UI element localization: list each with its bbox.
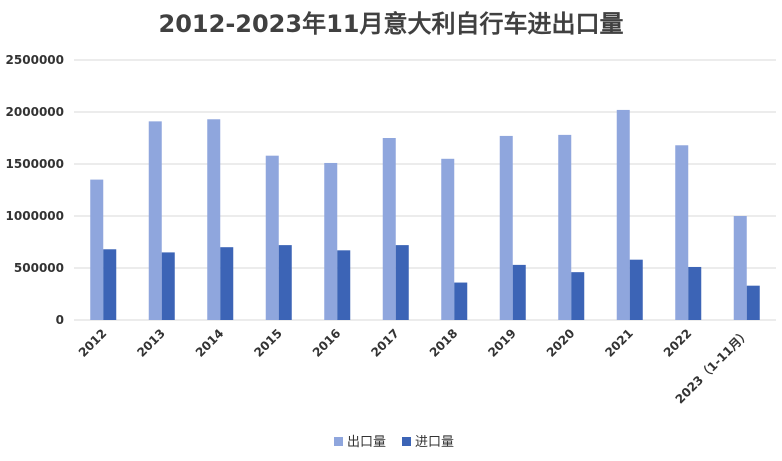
x-tick-label: 2021 bbox=[602, 326, 636, 360]
legend-swatch-1 bbox=[402, 437, 411, 446]
bar-export-6 bbox=[441, 158, 455, 320]
bar-export-4 bbox=[324, 162, 338, 320]
bar-export-9 bbox=[616, 109, 630, 320]
bar-export-7 bbox=[499, 135, 513, 320]
bar-export-5 bbox=[382, 138, 396, 320]
bar-import-4 bbox=[337, 250, 351, 320]
bar-import-1 bbox=[161, 252, 175, 320]
x-tick-label: 2019 bbox=[485, 326, 519, 360]
bar-export-10 bbox=[675, 145, 689, 320]
y-tick-label: 1500000 bbox=[6, 157, 64, 171]
bar-import-3 bbox=[278, 245, 292, 320]
bar-import-8 bbox=[571, 272, 585, 320]
y-tick-label: 500000 bbox=[14, 261, 64, 275]
x-tick-label: 2018 bbox=[427, 326, 461, 360]
bar-import-10 bbox=[688, 266, 702, 320]
y-tick-label: 2500000 bbox=[6, 53, 64, 67]
bar-export-0 bbox=[90, 179, 104, 320]
bar-import-9 bbox=[629, 259, 643, 320]
x-tick-label: 2017 bbox=[368, 326, 402, 360]
legend-swatch-0 bbox=[334, 437, 343, 446]
bar-export-11 bbox=[733, 216, 747, 320]
bar-export-1 bbox=[148, 121, 162, 320]
x-tick-label: 2013 bbox=[134, 326, 168, 360]
x-tick-label: 2015 bbox=[251, 326, 285, 360]
x-tick-label: 2012 bbox=[76, 326, 110, 360]
x-tick-label: 2014 bbox=[193, 326, 227, 360]
bar-export-8 bbox=[558, 134, 572, 320]
x-tick-label: 2016 bbox=[310, 326, 344, 360]
bar-export-2 bbox=[207, 119, 221, 320]
y-tick-label: 2000000 bbox=[6, 105, 64, 119]
chart-title: 2012-2023年11月意大利自行车进出口量 bbox=[158, 10, 624, 38]
bar-import-5 bbox=[395, 245, 409, 320]
legend-label-0: 出口量 bbox=[347, 435, 386, 450]
y-tick-label: 1000000 bbox=[6, 209, 64, 223]
bar-import-11 bbox=[746, 285, 760, 320]
x-tick-label: 2022 bbox=[661, 326, 695, 360]
x-tick-label: 2020 bbox=[544, 326, 578, 360]
y-tick-label: 0 bbox=[56, 313, 64, 327]
bar-import-6 bbox=[454, 282, 468, 320]
bar-import-7 bbox=[512, 264, 526, 320]
bar-import-0 bbox=[103, 249, 117, 320]
bar-export-3 bbox=[265, 155, 279, 320]
legend-label-1: 进口量 bbox=[415, 435, 454, 450]
bar-import-2 bbox=[220, 247, 234, 320]
